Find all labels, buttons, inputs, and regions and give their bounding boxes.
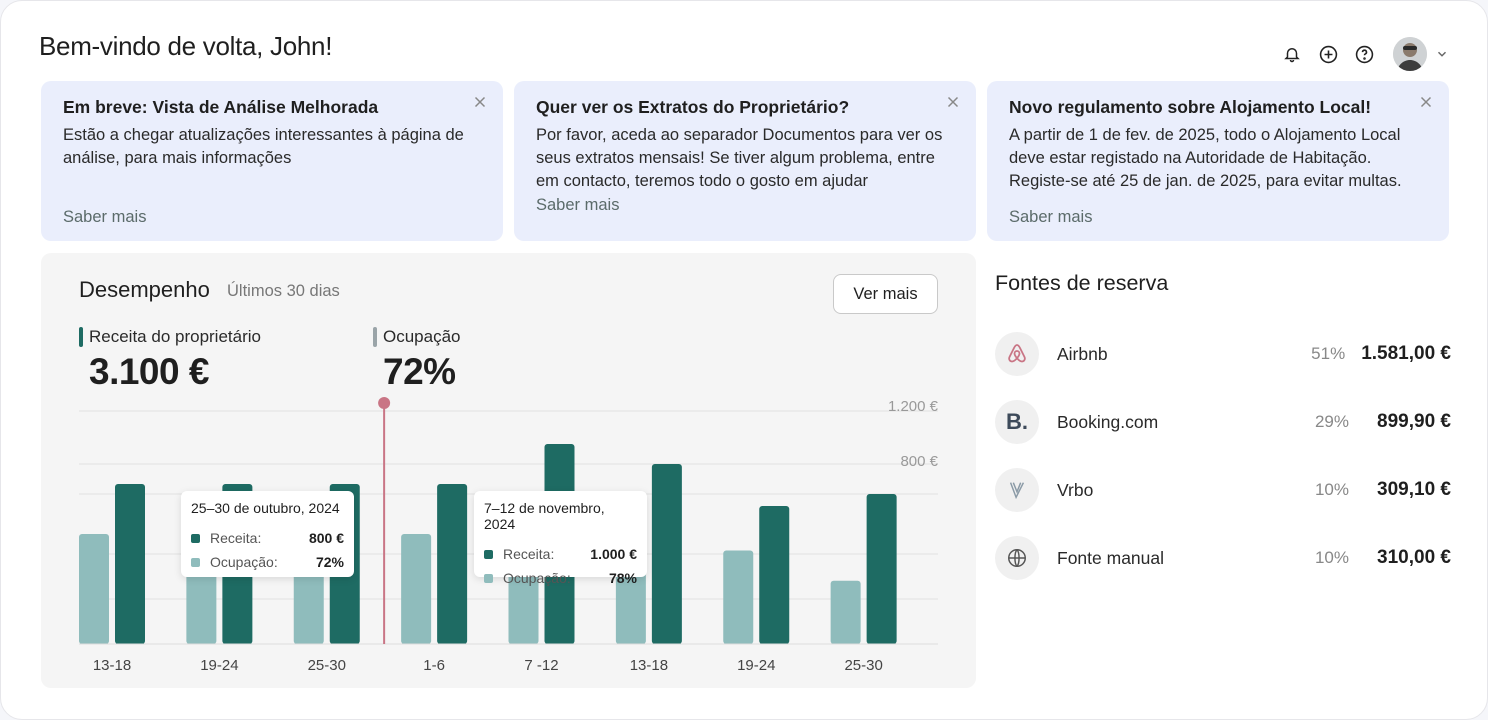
learn-more-link[interactable]: Saber mais — [63, 208, 147, 226]
source-percent: 10% — [1314, 548, 1349, 567]
y-tick-label: 1.200 € — [888, 398, 939, 415]
tooltip-revenue-value: 1.000 € — [590, 546, 637, 562]
source-percent: 10% — [1314, 480, 1349, 499]
performance-card: 800 € 1.200 € 13-18 19-24 25-30 1-6 7 -12 13-18… — [41, 253, 976, 688]
source-row-vrbo[interactable]: Vrbo 10% 309,10 € — [995, 456, 1451, 524]
y-tick-label: 800 € — [900, 453, 938, 470]
performance-chart: 800 € 1.200 € 13-18 19-24 25-30 1-6 7 -12 13-18… — [79, 397, 939, 674]
source-name: Vrbo — [1057, 479, 1094, 500]
performance-period: Últimos 30 dias — [227, 282, 340, 300]
x-tick-label: 7 -12 — [524, 657, 558, 674]
avatar[interactable] — [1393, 37, 1427, 71]
source-percent: 29% — [1314, 412, 1349, 431]
revenue-bar — [759, 506, 790, 644]
banner-body: A partir de 1 de fev. de 2025, todo o Al… — [1009, 126, 1402, 190]
source-amount: 899,90 € — [1377, 411, 1451, 432]
occupancy-bar — [830, 580, 861, 644]
tooltip-occupancy-value: 72% — [315, 554, 344, 570]
x-tick-label: 19-24 — [737, 657, 775, 674]
occupancy-bar — [723, 550, 754, 644]
bell-icon[interactable] — [1281, 43, 1303, 65]
revenue-bar — [115, 484, 145, 644]
revenue-label: Receita do proprietário — [89, 327, 261, 346]
occupancy-bar — [401, 534, 432, 644]
occupancy-bar — [79, 534, 109, 644]
vrbo-icon — [995, 468, 1039, 512]
chart-tooltip: 7–12 de novembro, 2024 Receita: 1.000 € O… — [474, 491, 647, 586]
occupancy-label: Ocupação — [383, 327, 461, 346]
chart-tooltip: 25–30 de outubro, 2024 Receita: 800 € Ocu… — [181, 491, 354, 577]
source-name: Airbnb — [1057, 343, 1108, 364]
revenue-bar — [866, 494, 897, 644]
booking-icon: B. — [995, 400, 1039, 444]
source-amount: 1.581,00 € — [1361, 343, 1451, 364]
occupancy-metric: Ocupação 72% — [373, 327, 461, 393]
performance-title: Desempenho — [79, 277, 210, 302]
learn-more-link[interactable]: Saber mais — [536, 196, 620, 214]
source-name: Booking.com — [1057, 411, 1159, 432]
banner-regulation: Novo regulamento sobre Alojamento Local!… — [987, 81, 1449, 241]
airbnb-icon — [995, 332, 1039, 376]
revenue-bar — [437, 484, 468, 644]
occupancy-swatch — [373, 327, 377, 347]
x-tick-label: 25-30 — [844, 657, 882, 674]
close-icon[interactable] — [944, 93, 962, 111]
x-tick-label: 13-18 — [93, 657, 131, 674]
x-tick-label: 1-6 — [423, 657, 445, 674]
tooltip-occupancy-label: Ocupação: — [210, 554, 278, 570]
globe-icon — [995, 536, 1039, 580]
banner-title: Novo regulamento sobre Alojamento Local! — [1009, 97, 1372, 117]
revenue-metric: Receita do proprietário 3.100 € — [79, 327, 261, 393]
source-percent: 51% — [1311, 344, 1346, 363]
marker-dot — [378, 397, 391, 409]
banner-body: Estão a chegar atualizações interessante… — [63, 126, 464, 167]
announcement-banners: Em breve: Vista de Análise Melhorada Est… — [41, 81, 1449, 241]
revenue-value: 3.100 € — [89, 351, 209, 392]
chevron-down-icon[interactable] — [1435, 47, 1449, 61]
banner-title: Em breve: Vista de Análise Melhorada — [63, 97, 379, 117]
source-row-booking[interactable]: B. Booking.com 29% 899,90 € — [995, 388, 1451, 456]
tooltip-revenue-label: Receita: — [210, 530, 262, 546]
tooltip-occupancy-label: Ocupação: — [503, 570, 571, 586]
banner-title: Quer ver os Extratos do Proprietário? — [536, 97, 850, 117]
tooltip-title: 25–30 de outubro, 2024 — [191, 500, 340, 516]
tooltip-revenue-label: Receita: — [503, 546, 555, 562]
help-icon[interactable] — [1353, 43, 1375, 65]
close-icon[interactable] — [471, 93, 489, 111]
revenue-bar — [651, 464, 682, 644]
close-icon[interactable] — [1417, 93, 1435, 111]
banner-statements: Quer ver os Extratos do Proprietário? Po… — [514, 81, 976, 241]
source-row-manual[interactable]: Fonte manual 10% 310,00 € — [995, 524, 1451, 592]
sources-title: Fontes de reserva — [995, 271, 1169, 295]
revenue-swatch — [79, 327, 83, 347]
source-amount: 309,10 € — [1377, 479, 1451, 500]
booking-sources: Fontes de reserva Airbnb 51% 1.581,00 € … — [995, 271, 1451, 592]
tooltip-occupancy-value: 78% — [608, 570, 637, 586]
plus-circle-icon[interactable] — [1317, 43, 1339, 65]
source-amount: 310,00 € — [1377, 547, 1451, 568]
source-name: Fonte manual — [1057, 547, 1165, 568]
banner-analytics: Em breve: Vista de Análise Melhorada Est… — [41, 81, 503, 241]
x-tick-label: 25-30 — [308, 657, 346, 674]
see-more-button[interactable]: Ver mais — [833, 274, 938, 314]
tooltip-revenue-value: 800 € — [308, 530, 344, 546]
x-tick-label: 13-18 — [630, 657, 668, 674]
x-tick-label: 19-24 — [200, 657, 238, 674]
page-title: Bem-vindo de volta, John! — [39, 31, 333, 61]
occupancy-value: 72% — [383, 351, 456, 392]
top-toolbar — [1281, 37, 1449, 71]
source-row-airbnb[interactable]: Airbnb 51% 1.581,00 € — [995, 320, 1451, 388]
banner-body: Por favor, aceda ao separador Documentos… — [536, 126, 943, 190]
tooltip-title: 7–12 de novembro, 2024 — [484, 500, 605, 532]
learn-more-link[interactable]: Saber mais — [1009, 208, 1093, 226]
